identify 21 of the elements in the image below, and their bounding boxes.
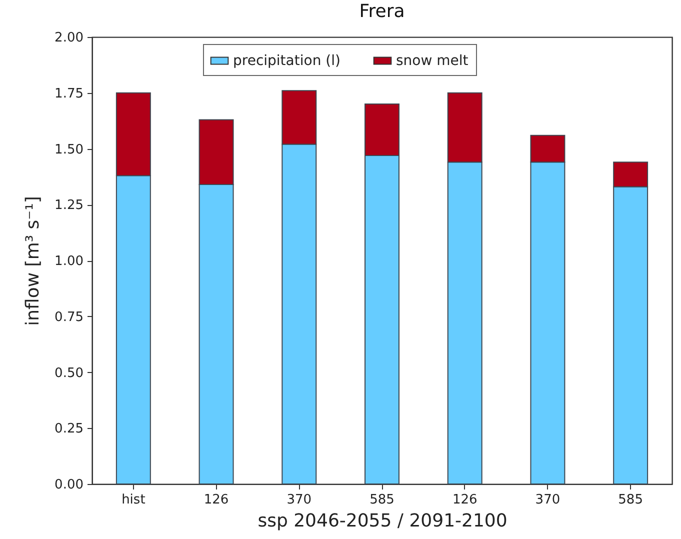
x-axis-title: ssp 2046-2055 / 2091-2100: [258, 510, 508, 532]
y-tick-label: 1.25: [54, 198, 84, 214]
legend-label: snow melt: [396, 52, 469, 69]
y-tick-label: 2.00: [54, 30, 84, 46]
x-tick-label: 370: [535, 492, 560, 508]
x-tick-label: 370: [286, 492, 312, 508]
y-tick-label: 1.00: [54, 254, 84, 269]
y-tick-label: 1.75: [54, 86, 84, 102]
x-tick-label: 126: [452, 492, 478, 508]
x-tick-label: 126: [204, 492, 229, 508]
y-axis-title: inflow [m³ s⁻¹]: [22, 196, 44, 326]
legend-label: precipitation (l): [233, 52, 340, 69]
x-tick-label: 585: [370, 492, 394, 508]
y-tick-label: 0.75: [54, 310, 84, 325]
x-tick-label: hist: [122, 492, 146, 508]
x-tick-label: 585: [618, 492, 643, 508]
chart-title: Frera: [359, 1, 405, 22]
y-tick-label: 0.50: [54, 366, 84, 381]
y-tick-label: 0.25: [54, 422, 84, 437]
y-tick-label: 0.00: [54, 478, 84, 492]
y-tick-label: 1.50: [54, 142, 84, 158]
